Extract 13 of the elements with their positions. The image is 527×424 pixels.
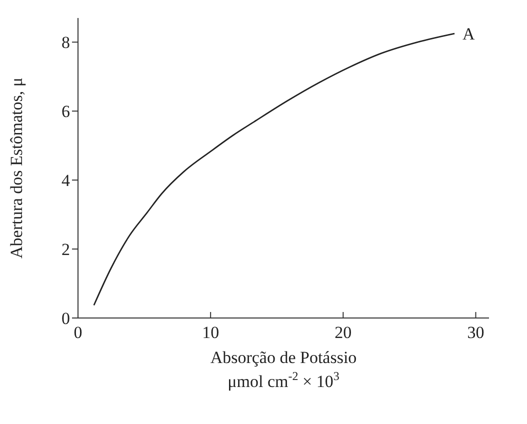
- y-axis-title: Abertura dos Estômatos, μ: [7, 78, 26, 258]
- y-tick-label: 0: [62, 309, 70, 328]
- y-tick-label: 2: [62, 240, 70, 260]
- x-tick-label: 20: [334, 323, 352, 342]
- x-axis-title: Absorção de Potássio μmol cm$^{-2}$ × 10$^{3}$: [210, 348, 357, 391]
- y-tick-label: 8: [62, 33, 70, 52]
- x-tick-label: 30: [467, 323, 484, 342]
- line-series: [93, 32, 456, 306]
- x-tick-label: 0: [74, 323, 82, 342]
- x-tick-label: 10: [202, 323, 220, 342]
- annotation: A: [462, 24, 476, 44]
- y-tick-label: 4: [62, 171, 70, 190]
- y-tick-label: 6: [62, 102, 70, 122]
